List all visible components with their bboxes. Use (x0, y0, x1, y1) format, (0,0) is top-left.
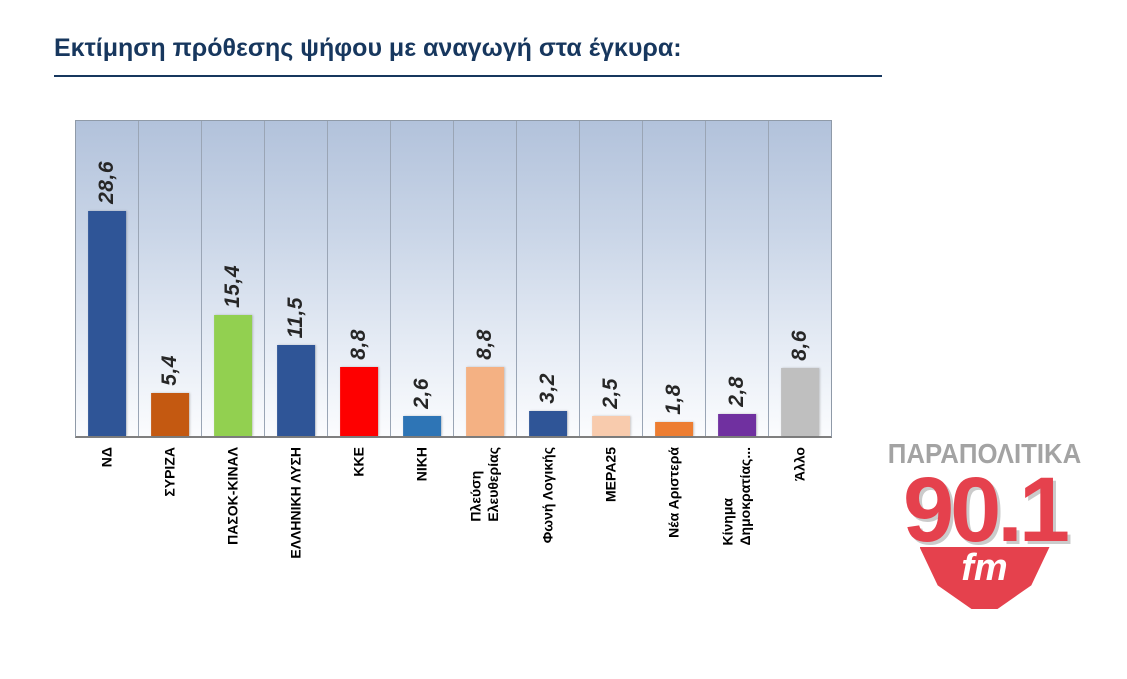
page-title: Εκτίμηση πρόθεσης ψήφου με αναγωγή στα έ… (54, 34, 882, 77)
bar-column: 8,8 (454, 121, 517, 436)
bar-value-label: 3,2 (536, 373, 559, 404)
bar-column: 1,8 (643, 121, 706, 436)
category-cell: Άλλο (769, 438, 832, 613)
category-label: ΕΛΛΗΝΙΚΗ ΛΥΣΗ (287, 447, 304, 559)
bar-column: 5,4 (139, 121, 202, 436)
category-cell: Νέα Αριστερά (643, 438, 706, 613)
category-label: ΠΑΣΟΚ-ΚΙΝΑΛ (223, 447, 240, 545)
bar-column: 28,6 (76, 121, 139, 436)
category-label: ΝΙΚΗ (413, 447, 430, 482)
category-label: Νέα Αριστερά (665, 447, 682, 538)
category-cell: Πλεύση Ελευθερίας (453, 438, 516, 613)
bar-value-label: 15,4 (221, 265, 244, 308)
category-axis: ΝΔ ΣΥΡΙΖΑ ΠΑΣΟΚ-ΚΙΝΑΛ ΕΛΛΗΝΙΚΗ ΛΥΣΗ ΚΚΕ ΝΙΚΗ Π… (75, 438, 832, 613)
category-cell: ΜΕΡΑ25 (580, 438, 643, 613)
bar-column: 8,6 (769, 121, 831, 436)
bar-value-label: 28,6 (95, 161, 118, 204)
category-cell: ΣΥΡΙΖΑ (138, 438, 201, 613)
bar (340, 367, 378, 436)
bar (151, 393, 189, 436)
logo-band-label: fm (961, 546, 1008, 589)
category-cell: Κίνημα Δημοκρατίας... (706, 438, 769, 613)
bar (592, 416, 630, 436)
category-label: Φωνή Λογικής (539, 447, 556, 544)
category-cell: Φωνή Λογικής (517, 438, 580, 613)
bar (655, 422, 693, 436)
bar-column: 2,6 (391, 121, 454, 436)
category-label: ΚΚΕ (350, 447, 367, 477)
bar-value-label: 2,5 (599, 378, 622, 409)
category-cell: ΠΑΣΟΚ-ΚΙΝΑΛ (201, 438, 264, 613)
bar (403, 416, 441, 436)
bar-column: 8,8 (328, 121, 391, 436)
bar-column: 2,8 (706, 121, 769, 436)
plot-area: 28,6 5,4 15,4 11,5 8,8 2,6 8,8 3,2 2,5 1,8 2,8 8,6 (75, 120, 832, 438)
bar-column: 3,2 (517, 121, 580, 436)
bar-value-label: 8,8 (347, 329, 370, 360)
category-label: Άλλο (791, 447, 808, 482)
category-label: Κίνημα Δημοκρατίας... (719, 447, 754, 546)
bar-value-label: 1,8 (662, 384, 685, 415)
logo-fm-badge: fm (919, 546, 1050, 609)
category-cell: ΝΔ (75, 438, 138, 613)
bar (718, 414, 756, 436)
bar (277, 345, 315, 436)
bar (529, 411, 567, 436)
bar-value-label: 11,5 (284, 296, 307, 338)
bar (781, 368, 819, 436)
bar (214, 315, 252, 436)
bar-value-label: 8,8 (473, 329, 496, 360)
parapolitika-901fm-logo: ΠΑΡΑΠΟΛΙΤΙΚΑ 90.1 fm (877, 438, 1092, 609)
bar-value-label: 2,6 (410, 378, 433, 409)
category-label: ΣΥΡΙΖΑ (160, 447, 177, 497)
category-label: Πλεύση Ελευθερίας (467, 447, 502, 522)
bar-column: 15,4 (202, 121, 265, 436)
bar-value-label: 5,4 (158, 355, 181, 386)
category-cell: ΚΚΕ (327, 438, 390, 613)
bar-value-label: 2,8 (725, 376, 748, 407)
bar-value-label: 8,6 (788, 330, 811, 361)
bar-column: 11,5 (265, 121, 328, 436)
logo-station-name: ΠΑΡΑΠΟΛΙΤΙΚΑ (887, 438, 1082, 469)
category-cell: ΕΛΛΗΝΙΚΗ ΛΥΣΗ (264, 438, 327, 613)
bar (466, 367, 504, 436)
poll-bar-chart: 28,6 5,4 15,4 11,5 8,8 2,6 8,8 3,2 2,5 1,8 2,8 8,6 … (75, 120, 832, 613)
bar-column: 2,5 (580, 121, 643, 436)
category-label: ΝΔ (97, 447, 114, 468)
bar (88, 211, 126, 436)
logo-frequency: 90.1 (902, 459, 1070, 561)
category-label: ΜΕΡΑ25 (602, 447, 619, 502)
category-cell: ΝΙΚΗ (390, 438, 453, 613)
